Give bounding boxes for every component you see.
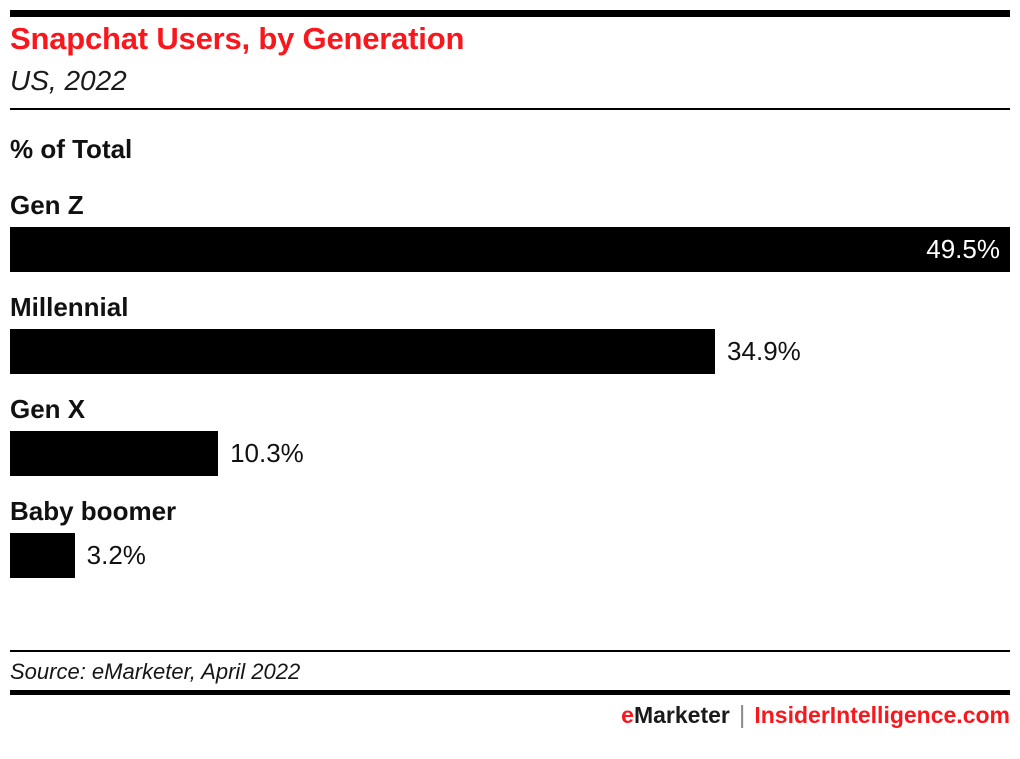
bar-line: 3.2% xyxy=(10,533,1010,578)
chart-subtitle: US, 2022 xyxy=(10,65,127,96)
value-label: 3.2% xyxy=(86,540,146,570)
bar xyxy=(10,329,716,374)
category-label: Gen X xyxy=(10,394,86,424)
measure-label: % of Total xyxy=(10,134,133,164)
category-label: Gen Z xyxy=(10,190,84,220)
chart-title: Snapchat Users, by Generation xyxy=(10,21,465,56)
bar-line: 10.3% xyxy=(10,431,1010,476)
bar xyxy=(10,431,219,476)
brand-emarketer-rest: Marketer xyxy=(633,702,730,728)
bar-row-baby-boomer: Baby boomer 3.2% xyxy=(10,495,1010,597)
header-divider xyxy=(10,108,1010,110)
footer-divider xyxy=(10,650,1010,652)
category-label: Millennial xyxy=(10,292,129,322)
bar xyxy=(10,533,75,578)
branding: eMarketer | InsiderIntelligence.com xyxy=(621,700,1010,730)
source-note: Source: eMarketer, April 2022 xyxy=(10,659,301,684)
bar-chart: Gen Z 49.5% Millennial 34.9% Gen X 10.3%… xyxy=(10,189,1010,597)
bar-line: 34.9% xyxy=(10,329,1010,374)
category-label: Baby boomer xyxy=(10,496,177,526)
bar-line: 49.5% xyxy=(10,227,1010,272)
value-label: 10.3% xyxy=(230,438,304,468)
brand-emarketer-e: e xyxy=(621,702,634,728)
brand-separator: | xyxy=(738,701,746,729)
bar-row-millennial: Millennial 34.9% xyxy=(10,291,1010,393)
bar-row-gen-x: Gen X 10.3% xyxy=(10,393,1010,495)
bottom-accent-bar xyxy=(10,690,1010,695)
brand-emarketer: eMarketer xyxy=(621,702,730,728)
bar: 49.5% xyxy=(10,227,1010,272)
top-accent-bar xyxy=(10,10,1010,17)
value-label: 49.5% xyxy=(926,234,1000,264)
bar-row-gen-z: Gen Z 49.5% xyxy=(10,189,1010,291)
brand-url: InsiderIntelligence.com xyxy=(754,702,1010,728)
value-label: 34.9% xyxy=(727,336,801,366)
